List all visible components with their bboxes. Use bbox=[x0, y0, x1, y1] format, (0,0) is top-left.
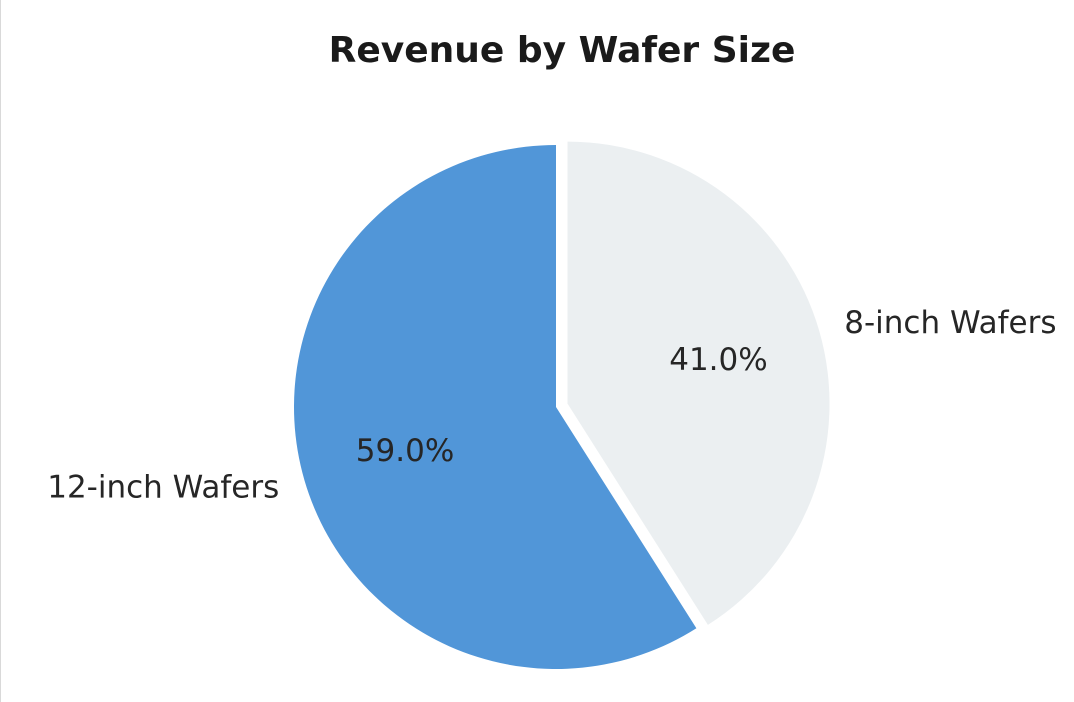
chart-title: Revenue by Wafer Size bbox=[329, 30, 796, 71]
frame-edge bbox=[0, 0, 1, 702]
pie-slice-12-inch-wafers bbox=[294, 145, 697, 669]
pie-category-label: 12-inch Wafers bbox=[47, 469, 279, 505]
pie-percent-label: 59.0% bbox=[356, 433, 454, 469]
pie-slice-8-inch-wafers bbox=[567, 141, 830, 625]
pie-labels: 41.0% 8-inch Wafers 59.0% 12-inch Wafers bbox=[47, 305, 1056, 505]
pie-percent-label: 41.0% bbox=[669, 342, 767, 378]
pie-category-label: 8-inch Wafers bbox=[844, 305, 1056, 341]
pie-slices bbox=[294, 141, 830, 669]
